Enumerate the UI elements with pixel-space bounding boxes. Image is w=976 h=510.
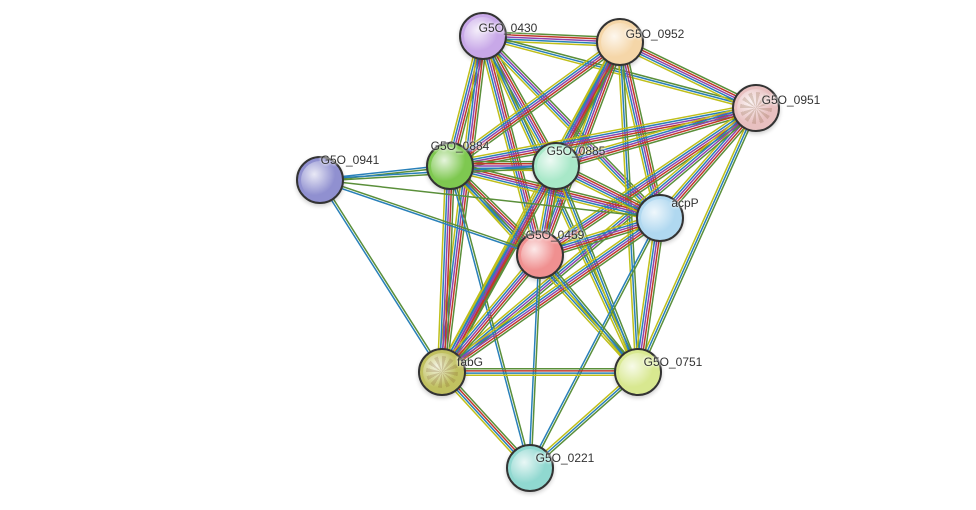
node-G5O_0884[interactable] (426, 142, 474, 190)
edge-line (321, 179, 443, 371)
node-highlight (619, 353, 657, 391)
node-G5O_0952[interactable] (596, 18, 644, 66)
node-highlight (431, 147, 469, 185)
edge-line (531, 255, 541, 468)
network-graph (0, 0, 976, 510)
node-G5O_0751[interactable] (614, 348, 662, 396)
node-G5O_0941[interactable] (296, 156, 344, 204)
edge-line (319, 181, 441, 373)
node-highlight (511, 449, 549, 487)
node-G5O_0951[interactable] (732, 84, 780, 132)
node-fabG[interactable] (418, 348, 466, 396)
node-highlight (301, 161, 339, 199)
edge-line (529, 255, 539, 468)
node-highlight (641, 199, 679, 237)
node-highlight (464, 17, 502, 55)
node-G5O_0885[interactable] (532, 142, 580, 190)
node-highlight (537, 147, 575, 185)
node-highlight (521, 236, 559, 274)
node-texture (740, 92, 772, 124)
node-G5O_0430[interactable] (459, 12, 507, 60)
node-acpP[interactable] (636, 194, 684, 242)
node-G5O_0459[interactable] (516, 231, 564, 279)
node-texture (426, 356, 458, 388)
node-highlight (601, 23, 639, 61)
node-G5O_0221[interactable] (506, 444, 554, 492)
